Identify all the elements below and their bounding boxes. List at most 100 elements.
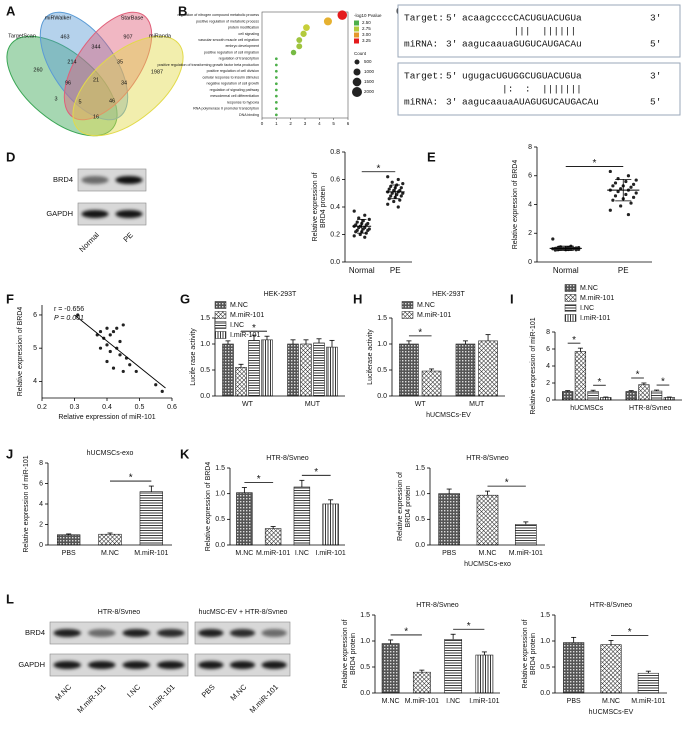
y-tick-label: 0.5	[215, 516, 225, 523]
legend-swatch	[401, 311, 414, 319]
venn-set	[39, 11, 129, 121]
data-point	[98, 329, 103, 334]
bubble	[274, 101, 278, 104]
legend-swatch	[564, 294, 577, 302]
y-tick-label: 6	[33, 312, 37, 319]
significance-label: *	[418, 328, 422, 339]
data-point	[390, 180, 394, 184]
legend-label: 2000	[364, 89, 375, 94]
x-axis-label: hUCMSCs-EV	[589, 709, 634, 716]
bar	[248, 340, 260, 397]
y-tick-label: 0.5	[377, 367, 387, 374]
fit-line	[74, 314, 166, 389]
bar	[412, 671, 431, 694]
bar	[235, 367, 247, 397]
mirna-end: 5'	[650, 97, 661, 108]
panel-letter: I	[510, 291, 514, 306]
data-point	[121, 323, 125, 327]
x-tick-label: 5	[332, 121, 335, 126]
x-tick-label: I.miR-101	[315, 550, 345, 557]
chart-title: HEK-293T	[432, 291, 465, 298]
legend-swatch	[214, 321, 227, 329]
venn-count: 5	[78, 99, 81, 105]
bar	[293, 486, 311, 546]
x-tick-label: M.miR-101	[405, 698, 439, 705]
bar	[514, 524, 537, 546]
blot-band	[198, 661, 224, 669]
y-tick-label: 4	[33, 378, 37, 385]
data-point	[619, 187, 623, 191]
bubble	[290, 49, 297, 56]
target-end: 3'	[650, 13, 661, 24]
y-tick-label: 1.5	[415, 465, 425, 472]
data-point	[613, 181, 618, 185]
legend-label: I.NC	[230, 322, 244, 329]
x-tick-label: 0.6	[167, 404, 177, 411]
data-point	[387, 187, 391, 191]
data-point	[160, 389, 164, 393]
bar	[313, 342, 325, 397]
blot-band	[156, 629, 185, 637]
data-point	[553, 248, 558, 252]
y-tick-label: 0.5	[540, 664, 550, 671]
significance-label: *	[661, 377, 665, 388]
venn-count: 21	[93, 77, 99, 83]
bubble	[296, 43, 303, 50]
data-point	[608, 169, 612, 174]
x-tick-label: M.miR-101	[256, 550, 290, 557]
data-point	[619, 204, 623, 208]
bar	[287, 343, 299, 397]
target-sequence: ugugacUGUGGCUGUACUGUa	[462, 71, 582, 82]
data-point	[352, 209, 356, 213]
bar	[562, 391, 574, 401]
bar	[587, 391, 599, 401]
bar	[421, 370, 442, 397]
bar	[261, 339, 273, 397]
data-point	[105, 343, 109, 347]
category-label: positive regulation of cell migration	[204, 50, 259, 54]
bar	[600, 644, 622, 694]
x-tick-label: 0.2	[37, 404, 47, 411]
y-tick-label: 0.6	[330, 176, 340, 183]
legend-label: M.NC	[230, 302, 248, 309]
data-point	[361, 219, 365, 223]
blot-band	[229, 661, 256, 669]
data-point	[111, 366, 116, 370]
legend-swatch	[214, 311, 227, 319]
panel-letter: F	[6, 291, 14, 306]
venn-count: 260	[33, 67, 42, 73]
color-swatch	[354, 20, 359, 26]
bar	[475, 654, 494, 694]
y-tick-label: 0.2	[330, 231, 340, 238]
category-label: regulation of signaling pathway	[210, 88, 260, 92]
panel-letter: G	[180, 291, 190, 306]
venn-set-label: miRWalker	[45, 15, 72, 21]
legend-label: 2.50	[362, 20, 371, 25]
category-label: protein modification	[228, 26, 259, 30]
panel-letter: L	[6, 591, 14, 606]
bar	[98, 533, 122, 546]
data-point	[624, 179, 628, 184]
legend-label: I.miR-101	[580, 315, 610, 322]
size-swatch	[352, 77, 362, 87]
bubble	[296, 37, 303, 44]
venn-count: 3	[54, 96, 57, 102]
bar	[637, 672, 659, 694]
data-point	[551, 237, 555, 241]
y-tick-label: 1.5	[540, 612, 550, 619]
x-tick-label: 0.5	[135, 404, 145, 411]
data-point	[357, 226, 361, 230]
y-tick-label: 0.4	[330, 204, 340, 211]
y-tick-label: 1.5	[377, 315, 387, 322]
legend-label: I.NC	[580, 305, 594, 312]
data-point	[399, 194, 403, 198]
x-tick-label: I.NC	[446, 698, 460, 705]
chart-title: HTR-8/Svneo	[416, 602, 459, 609]
x-tick-label: 1	[275, 121, 278, 126]
x-tick-label: PE	[390, 266, 401, 275]
blot-band	[115, 210, 143, 218]
data-point	[632, 182, 636, 186]
y-tick-label: 1.5	[200, 315, 210, 322]
category-label: response to hypoxia	[227, 100, 259, 104]
x-tick-label: M.NC	[235, 550, 253, 557]
